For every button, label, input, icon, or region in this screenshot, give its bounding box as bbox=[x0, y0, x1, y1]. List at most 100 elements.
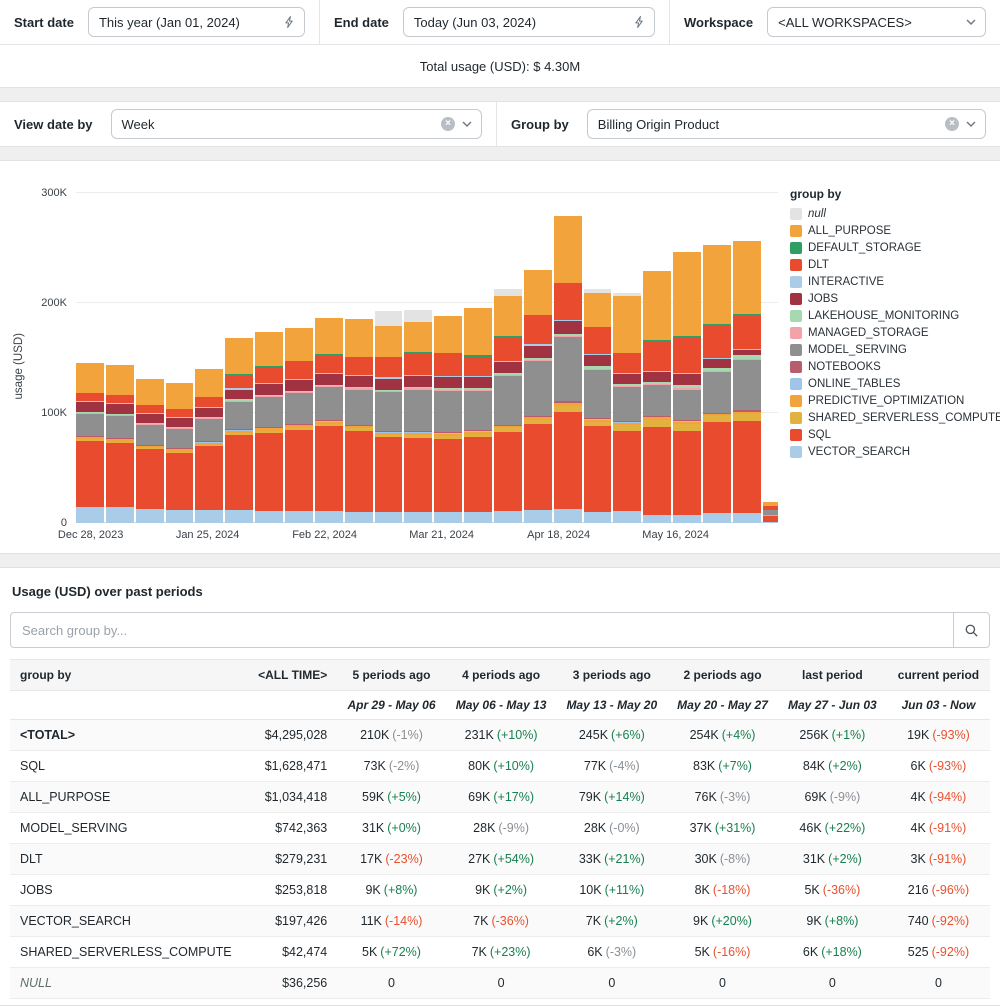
legend-item-null[interactable]: null bbox=[790, 208, 988, 220]
bar-week[interactable] bbox=[494, 289, 522, 523]
period-date-label: May 20 - May 27 bbox=[667, 691, 778, 720]
bar-segment bbox=[285, 328, 313, 361]
legend-item-MANAGED_STORAGE[interactable]: MANAGED_STORAGE bbox=[790, 327, 988, 339]
bar-week[interactable] bbox=[225, 338, 253, 523]
workspace-select[interactable]: <ALL WORKSPACES> bbox=[767, 7, 986, 37]
legend-item-PREDICTIVE_OPTIMIZATION[interactable]: PREDICTIVE_OPTIMIZATION bbox=[790, 395, 988, 407]
search-button[interactable] bbox=[953, 612, 990, 648]
bar-week[interactable] bbox=[166, 383, 194, 523]
bar-week[interactable] bbox=[733, 241, 761, 523]
bar-week[interactable] bbox=[524, 270, 552, 523]
period-amount: 30K bbox=[695, 852, 717, 866]
bar-segment bbox=[494, 432, 522, 511]
bar-segment bbox=[255, 433, 283, 511]
lightning-icon bbox=[634, 15, 645, 29]
legend-swatch-icon bbox=[790, 429, 802, 441]
start-date-input[interactable]: This year (Jan 01, 2024) bbox=[88, 7, 305, 37]
legend-item-ONLINE_TABLES[interactable]: ONLINE_TABLES bbox=[790, 378, 988, 390]
bar-week[interactable] bbox=[613, 293, 641, 523]
bar-segment bbox=[613, 511, 641, 523]
period-amount: 59K bbox=[362, 790, 384, 804]
row-period-value: 0 bbox=[778, 968, 887, 999]
period-percent-change: (-92%) bbox=[932, 914, 970, 928]
row-all-time-value: $4,295,028 bbox=[242, 720, 338, 751]
row-period-value: 6K(-93%) bbox=[887, 751, 990, 782]
column-header: last period bbox=[778, 660, 887, 691]
period-amount: 31K bbox=[803, 852, 825, 866]
table-title: Usage (USD) over past periods bbox=[12, 584, 990, 599]
bar-week[interactable] bbox=[703, 245, 731, 523]
bar-week[interactable] bbox=[375, 311, 403, 523]
bar-segment bbox=[76, 394, 104, 401]
bar-week[interactable] bbox=[763, 502, 778, 523]
period-percent-change: (+10%) bbox=[497, 728, 538, 742]
period-percent-change: (+17%) bbox=[493, 790, 534, 804]
legend-item-LAKEHOUSE_MONITORING[interactable]: LAKEHOUSE_MONITORING bbox=[790, 310, 988, 322]
period-percent-change: (-36%) bbox=[823, 883, 861, 897]
legend-item-DLT[interactable]: DLT bbox=[790, 259, 988, 271]
row-period-value: 0 bbox=[556, 968, 667, 999]
bar-segment bbox=[434, 391, 462, 433]
group-by-select[interactable]: Billing Origin Product × bbox=[587, 109, 986, 139]
x-tick-label: Dec 28, 2023 bbox=[58, 529, 123, 541]
section-divider bbox=[0, 554, 1000, 567]
bar-week[interactable] bbox=[584, 289, 612, 523]
chevron-down-icon bbox=[462, 121, 472, 127]
bar-week[interactable] bbox=[554, 216, 582, 523]
bar-week[interactable] bbox=[643, 271, 671, 523]
legend-item-INTERACTIVE[interactable]: INTERACTIVE bbox=[790, 276, 988, 288]
bar-week[interactable] bbox=[434, 316, 462, 523]
search-icon bbox=[964, 623, 979, 638]
y-tick-label: 0 bbox=[61, 517, 67, 529]
bar-week[interactable] bbox=[315, 318, 343, 523]
legend-swatch-icon bbox=[790, 344, 802, 356]
period-percent-change: (+21%) bbox=[604, 852, 645, 866]
bar-week[interactable] bbox=[464, 308, 492, 523]
row-period-value: 6K(-3%) bbox=[556, 937, 667, 968]
bar-segment bbox=[584, 328, 612, 354]
search-input[interactable] bbox=[10, 612, 953, 648]
bar-segment bbox=[494, 296, 522, 336]
legend-item-NOTEBOOKS[interactable]: NOTEBOOKS bbox=[790, 361, 988, 373]
bar-week[interactable] bbox=[404, 310, 432, 523]
legend-item-SHARED_SERVERLESS_COMPUTE[interactable]: SHARED_SERVERLESS_COMPUTE bbox=[790, 412, 988, 424]
period-amount: 28K bbox=[473, 821, 495, 835]
bar-week[interactable] bbox=[136, 379, 164, 523]
bar-segment bbox=[434, 377, 462, 388]
legend-item-SQL[interactable]: SQL bbox=[790, 429, 988, 441]
clear-icon[interactable]: × bbox=[945, 117, 959, 131]
row-period-value: 0 bbox=[887, 968, 990, 999]
bar-segment bbox=[613, 354, 641, 373]
legend-item-DEFAULT_STORAGE[interactable]: DEFAULT_STORAGE bbox=[790, 242, 988, 254]
bar-segment bbox=[225, 510, 253, 523]
legend-item-JOBS[interactable]: JOBS bbox=[790, 293, 988, 305]
row-period-value: 33K(+21%) bbox=[556, 844, 667, 875]
end-date-input[interactable]: Today (Jun 03, 2024) bbox=[403, 7, 655, 37]
clear-icon[interactable]: × bbox=[441, 117, 455, 131]
legend-item-MODEL_SERVING[interactable]: MODEL_SERVING bbox=[790, 344, 988, 356]
legend-item-ALL_PURPOSE[interactable]: ALL_PURPOSE bbox=[790, 225, 988, 237]
bar-week[interactable] bbox=[345, 319, 373, 523]
bar-week[interactable] bbox=[76, 363, 104, 523]
bar-week[interactable] bbox=[255, 332, 283, 523]
bar-segment bbox=[494, 337, 522, 361]
bar-week[interactable] bbox=[106, 365, 134, 523]
bar-segment bbox=[315, 355, 343, 373]
period-percent-change: (-9%) bbox=[498, 821, 529, 835]
bar-segment bbox=[703, 422, 731, 513]
bar-segment bbox=[434, 439, 462, 512]
bar-segment bbox=[554, 321, 582, 334]
bar-segment bbox=[106, 507, 134, 524]
legend-item-VECTOR_SEARCH[interactable]: VECTOR_SEARCH bbox=[790, 446, 988, 458]
row-period-value: 30K(-8%) bbox=[667, 844, 778, 875]
bar-week[interactable] bbox=[285, 328, 313, 523]
bar-week[interactable] bbox=[195, 369, 223, 523]
legend-label: SHARED_SERVERLESS_COMPUTE bbox=[808, 412, 1000, 424]
view-date-by-select[interactable]: Week × bbox=[111, 109, 482, 139]
workspace-label: Workspace bbox=[684, 15, 753, 30]
period-amount: 80K bbox=[468, 759, 490, 773]
period-percent-change: (-16%) bbox=[713, 945, 751, 959]
period-percent-change: (+18%) bbox=[821, 945, 862, 959]
bar-week[interactable] bbox=[673, 252, 701, 523]
row-all-time-value: $1,628,471 bbox=[242, 751, 338, 782]
